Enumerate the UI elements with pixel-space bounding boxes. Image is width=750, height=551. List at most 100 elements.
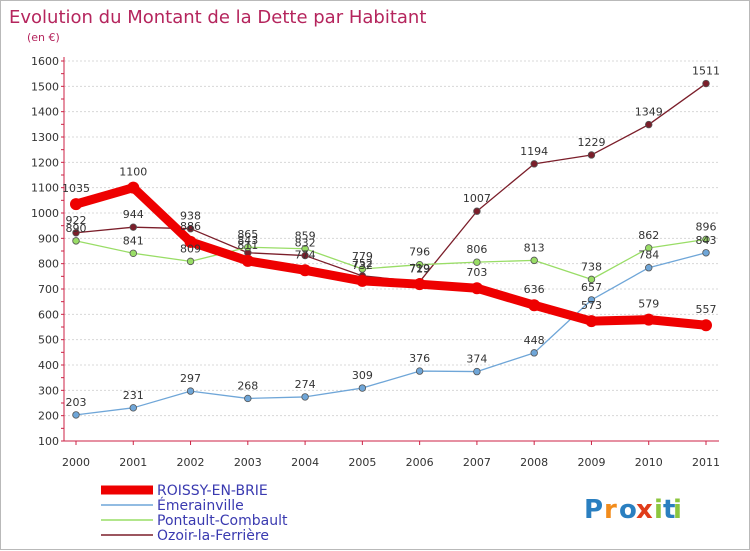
data-point <box>587 296 596 304</box>
data-point <box>473 258 481 266</box>
data-label: 657 <box>581 281 602 294</box>
axes <box>61 57 719 445</box>
data-point <box>415 367 424 375</box>
data-point <box>72 237 80 245</box>
data-point <box>415 260 424 269</box>
data-label: 774 <box>295 248 316 261</box>
data-point <box>587 151 596 159</box>
legend: ROISSY-EN-BRIEÉmerainvillePontault-Comba… <box>101 483 288 544</box>
data-point <box>530 349 538 357</box>
data-point <box>585 315 598 328</box>
data-point <box>184 235 197 248</box>
data-label: 811 <box>237 239 258 252</box>
data-label: 890 <box>66 222 87 235</box>
logo-letter: x <box>636 495 653 525</box>
x-tick-label: 2007 <box>463 456 491 469</box>
data-point <box>299 264 312 277</box>
data-label: 796 <box>409 246 430 259</box>
x-tick-label: 2010 <box>635 456 663 469</box>
data-label: 1007 <box>463 192 491 205</box>
data-label: 719 <box>409 262 430 275</box>
data-label: 843 <box>696 234 717 247</box>
data-label: 203 <box>66 396 87 409</box>
y-tick-label: 500 <box>38 334 59 347</box>
data-label: 922 <box>66 214 87 227</box>
data-point <box>530 160 538 168</box>
data-label: 729 <box>409 263 430 276</box>
data-point <box>358 384 367 392</box>
grid-lines <box>64 60 719 442</box>
series-layer <box>70 79 712 419</box>
y-axis-ticks: 100 200 300 400 500 600 700 800 900 1000 1100 1200 1… <box>31 55 59 448</box>
data-label: 1511 <box>692 65 720 78</box>
legend-label: Pontault-Combault <box>157 513 288 529</box>
data-label: 862 <box>638 229 659 242</box>
y-tick-label: 800 <box>38 258 59 271</box>
y-tick-label: 1500 <box>31 80 59 93</box>
data-point <box>528 299 541 312</box>
data-point <box>530 256 538 265</box>
data-label: 376 <box>409 352 430 365</box>
data-label: 784 <box>638 249 659 262</box>
x-tick-label: 2002 <box>177 456 205 469</box>
data-point <box>473 367 481 376</box>
data-point <box>127 181 140 194</box>
data-point <box>356 274 369 287</box>
y-tick-label: 200 <box>38 410 59 423</box>
data-label: 297 <box>180 372 201 385</box>
logo-letter: i <box>673 495 682 525</box>
data-point <box>186 225 195 233</box>
data-label: 738 <box>581 260 602 273</box>
data-label: 309 <box>352 369 373 382</box>
x-tick-label: 2009 <box>577 456 605 469</box>
data-point <box>301 393 309 401</box>
data-point <box>413 278 426 291</box>
data-point <box>700 319 712 332</box>
x-tick-label: 2008 <box>520 456 548 469</box>
data-label: 809 <box>180 242 201 255</box>
y-tick-label: 400 <box>38 359 59 372</box>
data-label: 1035 <box>62 182 90 195</box>
logo-letter: P <box>584 495 603 525</box>
logo-letter: o <box>619 495 637 525</box>
data-label: 732 <box>352 259 373 272</box>
data-point <box>244 394 252 403</box>
series-line <box>71 183 711 330</box>
logo-letter: i <box>654 495 663 525</box>
data-label: 1100 <box>119 166 147 179</box>
y-tick-label: 1000 <box>31 207 59 220</box>
data-label: 1194 <box>520 145 548 158</box>
logo-letter: r <box>604 495 617 525</box>
x-tick-label: 2003 <box>234 456 262 469</box>
data-label: 448 <box>524 334 545 347</box>
y-tick-label: 1400 <box>31 106 59 119</box>
data-label: 779 <box>352 250 373 263</box>
data-label: 231 <box>123 389 144 402</box>
y-tick-label: 1300 <box>31 131 59 144</box>
data-label: 703 <box>466 266 487 279</box>
data-label: 806 <box>466 243 487 256</box>
data-point <box>473 207 481 215</box>
data-point <box>645 244 653 252</box>
data-label: 579 <box>638 298 659 311</box>
data-point <box>129 404 137 412</box>
data-point <box>186 257 195 266</box>
legend-label: ROISSY-EN-BRIE <box>157 483 268 499</box>
x-tick-label: 2001 <box>119 456 147 469</box>
data-label: 865 <box>237 228 258 241</box>
chart-subtitle: (en €) <box>27 31 60 44</box>
data-point <box>72 411 80 419</box>
data-point <box>587 275 596 284</box>
legend-label: Émerainville <box>157 497 244 514</box>
data-label: 1349 <box>635 106 663 119</box>
y-tick-label: 900 <box>38 232 59 245</box>
data-point <box>642 313 655 326</box>
x-tick-label: 2000 <box>62 456 90 469</box>
data-label: 274 <box>295 378 316 391</box>
data-label: 843 <box>237 234 258 247</box>
data-point <box>244 243 252 251</box>
data-label: 859 <box>295 230 316 243</box>
